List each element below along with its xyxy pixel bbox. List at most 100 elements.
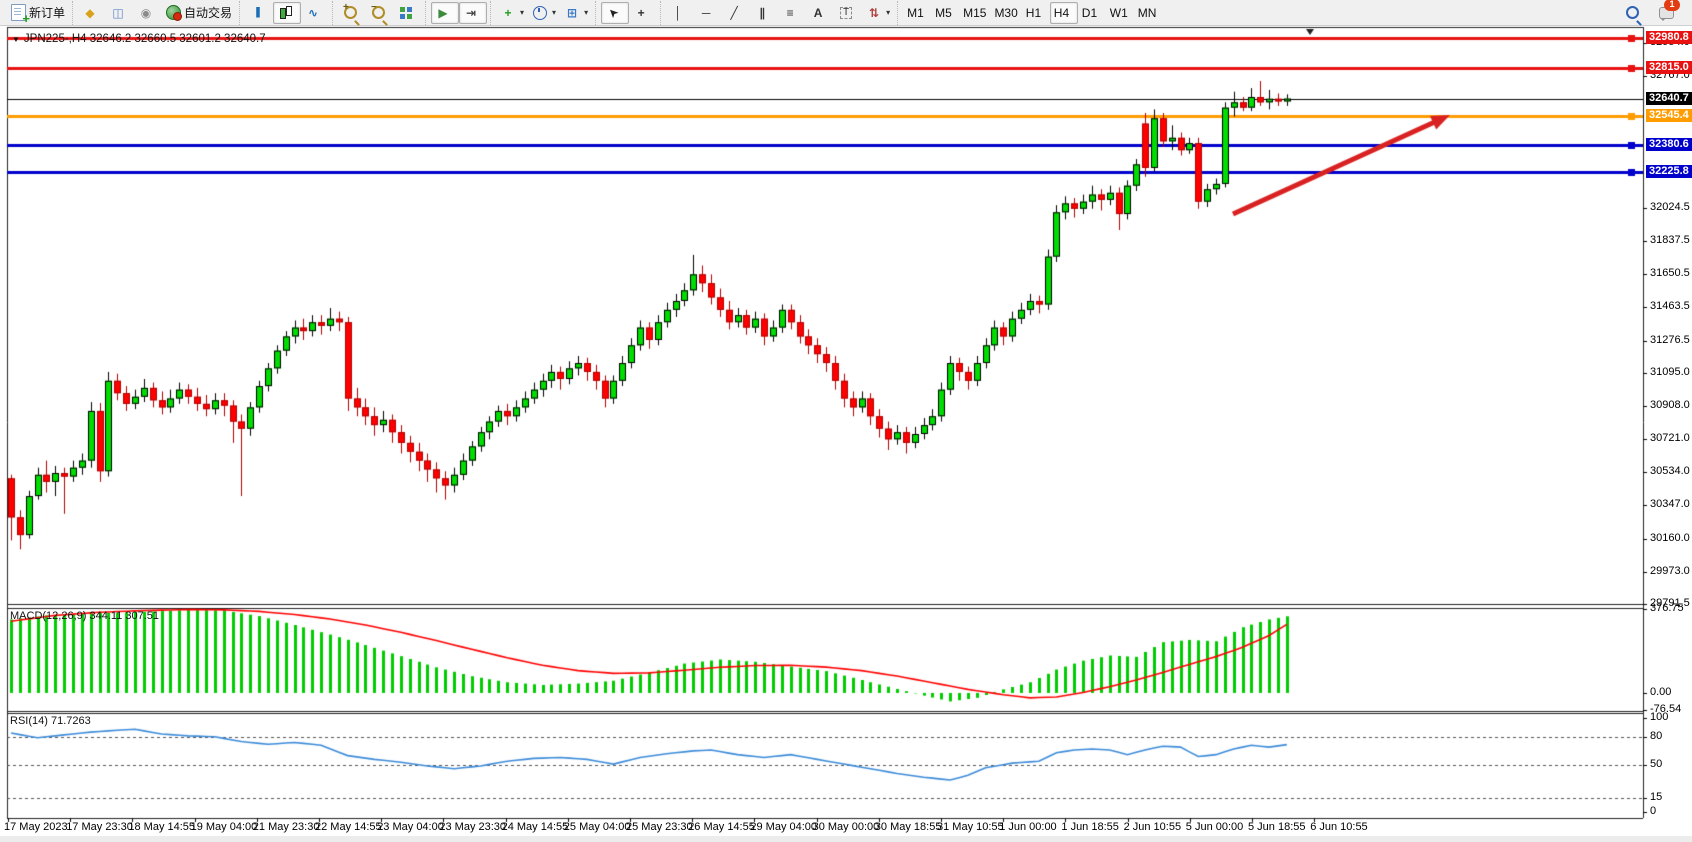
timeframe-h1-button-label: H1 <box>1025 5 1042 20</box>
new-order-button[interactable]: 新订单 <box>7 2 69 25</box>
sound-alert-button[interactable]: ◉ <box>134 2 162 24</box>
zoom-in-icon: + <box>343 2 357 19</box>
crosshair-icon: + <box>637 5 645 20</box>
arrows-button[interactable]: ⇅ ▾ <box>862 2 894 24</box>
time-axis-label: 24 May 14:55 <box>501 821 569 833</box>
toolbar-group: ◆ ◫ ◉ 自动交易 <box>72 0 236 25</box>
zoom-out-button[interactable]: − <box>366 2 394 24</box>
notification-badge: 1 <box>1664 0 1680 11</box>
toolbar-group: ||| ∿ <box>239 0 329 25</box>
equidistant-channel-button[interactable]: ∥ <box>750 2 778 24</box>
bar-chart-icon: ||| <box>255 6 260 18</box>
timeframe-d1-button[interactable]: D1 <box>1078 2 1106 24</box>
search-icon <box>1625 6 1639 19</box>
horizontal-line-button[interactable]: ─ <box>694 2 722 24</box>
vertical-line-button[interactable]: │ <box>666 2 694 24</box>
line-chart-button[interactable]: ∿ <box>301 2 329 24</box>
price-level-badge: 32640.7 <box>1646 91 1692 105</box>
price-tick-label: 31095.0 <box>1650 365 1690 378</box>
time-axis-label: 30 May 18:55 <box>874 821 942 833</box>
text-button[interactable]: A <box>806 2 834 24</box>
toolbar-right-group: 1 <box>1620 0 1690 24</box>
dropdown-caret-icon: ▾ <box>886 8 891 17</box>
symbol-marker-icon: ▼ <box>12 35 20 44</box>
timeframe-mn-button[interactable]: MN <box>1134 2 1162 24</box>
time-axis-label: 17 May 2023 <box>4 821 68 833</box>
macd-tick-label: 0.00 <box>1650 685 1672 698</box>
horizontal-line-icon: ─ <box>701 5 711 20</box>
chart-shift-button[interactable]: ⇥ <box>459 1 488 24</box>
timeframe-d1-button-label: D1 <box>1081 5 1098 20</box>
arrows-icon: ⇅ <box>869 5 880 20</box>
dropdown-caret-icon: ▾ <box>520 8 525 17</box>
chart-shift-icon: ⇥ <box>466 5 477 20</box>
price-tick-label: 30160.0 <box>1650 531 1690 544</box>
time-axis-label: 1 Jun 00:00 <box>999 821 1057 833</box>
symbols-button[interactable]: ◆ <box>78 2 106 24</box>
timeframe-h4-button-label: H4 <box>1053 5 1070 20</box>
tile-windows-icon <box>398 5 414 21</box>
templates-button[interactable]: ⊞ ▾ <box>560 2 592 24</box>
toolbar-group: 新订单 <box>2 1 69 25</box>
cursor-button[interactable]: ➤ <box>601 1 630 24</box>
timeframe-m15-button-label: M15 <box>963 5 987 20</box>
toolbar-group: ▶ ⇥ <box>425 0 488 25</box>
timeframe-m30-button[interactable]: M30 <box>990 2 1021 24</box>
auto-trading-button[interactable]: 自动交易 <box>162 2 236 24</box>
price-tick-label: 32024.5 <box>1650 200 1690 213</box>
symbol-ohlc-text: JPN225-,H4 32646.2 32660.5 32601.2 32640… <box>23 33 266 45</box>
timeframe-h4-button[interactable]: H4 <box>1049 1 1078 24</box>
main-chart-canvas[interactable] <box>0 26 1692 836</box>
time-axis-label: 25 May 23:30 <box>626 821 693 833</box>
clock-icon <box>533 5 548 20</box>
time-axis-label: 5 Jun 18:55 <box>1248 821 1306 833</box>
fibonacci-button[interactable]: ≡ <box>778 2 806 24</box>
auto-scroll-button[interactable]: ▶ <box>431 1 460 24</box>
time-axis-label: 30 May 00:00 <box>812 821 880 833</box>
zoom-in-button[interactable]: + <box>338 2 366 24</box>
indicators-button[interactable]: + ▾ <box>496 2 528 24</box>
periods-button[interactable]: ▾ <box>528 2 560 24</box>
timeframe-w1-button[interactable]: W1 <box>1106 2 1134 24</box>
timeframe-w1-button-label: W1 <box>1109 5 1128 20</box>
time-axis-label: 23 May 23:30 <box>439 821 507 833</box>
price-tick-label: 31837.5 <box>1650 234 1690 247</box>
macd-tick-label: 376.75 <box>1650 602 1684 614</box>
rsi-tick-label: 100 <box>1650 711 1669 723</box>
candlestick-chart-button[interactable] <box>273 1 302 24</box>
rsi-tick-label: 50 <box>1650 758 1663 770</box>
chart-title: ▼ JPN225-,H4 32646.2 32660.5 32601.2 3264… <box>12 33 266 45</box>
symbols-icon: ◆ <box>85 5 95 20</box>
price-tick-label: 30721.0 <box>1650 432 1690 445</box>
zoom-out-icon: − <box>371 2 385 19</box>
price-level-badge: 32545.4 <box>1646 108 1692 122</box>
trendline-button[interactable]: ╱ <box>722 2 750 24</box>
new-order-icon <box>11 4 30 25</box>
timeframe-m1-button[interactable]: M1 <box>903 2 931 24</box>
price-level-badge: 32380.6 <box>1646 137 1692 151</box>
timeframe-m1-button-label: M1 <box>907 5 924 20</box>
equidistant-channel-icon: ∥ <box>759 5 766 20</box>
auto-trading-button-label: 自动交易 <box>184 6 233 20</box>
timeframe-m15-button[interactable]: M15 <box>959 2 990 24</box>
price-level-badge: 32815.0 <box>1646 60 1692 74</box>
notifications-button[interactable]: 1 <box>1654 0 1682 24</box>
bar-chart-button[interactable]: ||| <box>245 2 273 24</box>
toolbar-group: + ▾ ▾ ⊞ ▾ <box>490 0 592 25</box>
crosshair-button[interactable]: + <box>629 2 657 24</box>
time-axis-label: 22 May 14:55 <box>315 821 382 833</box>
text-label-button[interactable]: T <box>834 2 862 24</box>
depth-of-market-button[interactable]: ◫ <box>106 2 134 24</box>
price-tick-label: 30534.0 <box>1650 465 1690 478</box>
price-level-badge: 32980.8 <box>1646 31 1692 45</box>
timeframe-m5-button[interactable]: M5 <box>931 2 959 24</box>
search-button[interactable] <box>1620 2 1648 24</box>
main-toolbar: 新订单◆◫◉自动交易|||∿+−▶⇥+▾▾⊞▾➤+│─╱∥≡AT⇅▾M1M5M1… <box>0 0 1692 26</box>
price-level-badge: 32225.8 <box>1646 165 1692 179</box>
tile-windows-button[interactable] <box>394 2 422 24</box>
timeframe-h1-button[interactable]: H1 <box>1022 2 1050 24</box>
time-axis-label: 17 May 23:30 <box>66 821 133 833</box>
time-axis-label: 1 Jun 18:55 <box>1061 821 1119 833</box>
price-tick-label: 31463.5 <box>1650 300 1690 313</box>
